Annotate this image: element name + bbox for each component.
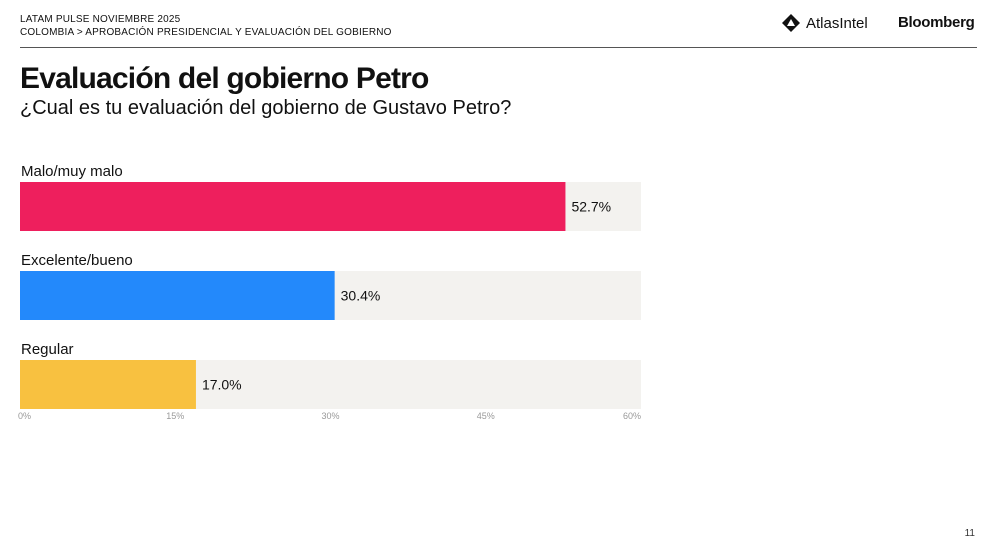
x-tick-label: 60% bbox=[623, 411, 641, 421]
x-tick-label: 45% bbox=[477, 411, 495, 421]
atlasintel-logo: AtlasIntel bbox=[781, 13, 868, 33]
value-label: 30.4% bbox=[341, 288, 381, 304]
page-number: 11 bbox=[964, 528, 975, 539]
bloomberg-logo: Bloomberg bbox=[898, 14, 975, 31]
x-tick-label: 15% bbox=[166, 411, 184, 421]
chart-subtitle: ¿Cual es tu evaluación del gobierno de G… bbox=[20, 97, 512, 119]
atlasintel-wordmark: AtlasIntel bbox=[806, 14, 868, 32]
value-label: 52.7% bbox=[571, 199, 611, 215]
bar bbox=[20, 182, 566, 231]
header-line2: COLOMBIA > APROBACIÓN PRESIDENCIAL Y EVA… bbox=[20, 27, 392, 38]
x-tick-label: 30% bbox=[321, 411, 339, 421]
atlasintel-diamond-icon bbox=[782, 14, 800, 32]
category-label: Excelente/bueno bbox=[21, 252, 133, 269]
x-tick-label: 0% bbox=[18, 411, 31, 421]
header-line1: LATAM PULSE NOVIEMBRE 2025 bbox=[20, 14, 181, 25]
category-label: Regular bbox=[21, 341, 74, 358]
header-divider bbox=[20, 47, 977, 48]
value-label: 17.0% bbox=[202, 377, 242, 393]
category-label: Malo/muy malo bbox=[21, 163, 123, 180]
bar-chart: Malo/muy malo 52.7% Excelente/bueno 30.4% Re… bbox=[18, 163, 641, 421]
chart-title: Evaluación del gobierno Petro bbox=[20, 62, 429, 95]
bar bbox=[20, 271, 335, 320]
bar bbox=[20, 360, 196, 409]
